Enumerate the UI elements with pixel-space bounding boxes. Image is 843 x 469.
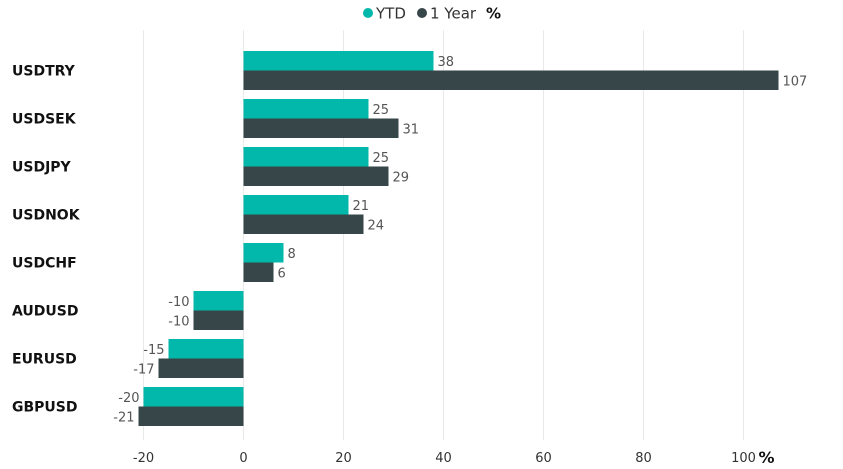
legend-marker (417, 8, 427, 18)
data-label: -20 (118, 391, 139, 406)
data-label: 8 (288, 247, 296, 262)
data-label: 6 (278, 266, 286, 281)
bar-1-year (158, 358, 244, 378)
bar-1-year (243, 262, 274, 282)
bar-ytd (243, 51, 434, 71)
category-label: USDCHF (12, 256, 77, 272)
x-tick-label: 40 (435, 451, 452, 466)
data-label: -17 (133, 362, 154, 377)
data-label: 107 (783, 74, 808, 89)
bar-1-year (243, 214, 364, 234)
x-axis-ticks: -20 0 20 40 60 80 100% (133, 448, 775, 467)
x-tick-label: 80 (635, 451, 652, 466)
category-label: EURUSD (12, 352, 77, 368)
legend-label: YTD (375, 5, 406, 23)
bar-1-year (243, 118, 399, 138)
data-label: 25 (373, 151, 390, 166)
data-label: 31 (403, 122, 420, 137)
x-tick-label: 100 (731, 451, 756, 466)
category-label: USDTRY (12, 64, 76, 80)
bar-1-year (193, 310, 244, 330)
data-label: 24 (368, 218, 385, 233)
data-label: -10 (168, 314, 189, 329)
legend-marker (363, 8, 373, 18)
data-label: -21 (113, 410, 134, 425)
data-label: -15 (143, 343, 164, 358)
data-label: 25 (373, 103, 390, 118)
category-label: USDSEK (12, 112, 77, 128)
bar-1-year (243, 70, 779, 90)
x-tick-label: 20 (335, 451, 352, 466)
category-label: USDJPY (12, 160, 72, 176)
bar-ytd (243, 243, 284, 263)
x-tick-label: 60 (535, 451, 552, 466)
category-label: USDNOK (12, 208, 81, 224)
bar-1-year (243, 166, 389, 186)
gridlines (143, 30, 744, 440)
category-label: GBPUSD (12, 400, 78, 416)
legend: YTD 1 Year% (363, 5, 501, 23)
data-label: 29 (393, 170, 410, 185)
data-label: 38 (438, 55, 455, 70)
bar-ytd (243, 99, 369, 119)
x-tick-label: 0 (239, 451, 247, 466)
x-axis-unit: % (759, 448, 775, 467)
category-labels: USDTRY USDSEK USDJPY USDNOK USDCHF AUDUSD EURU… (12, 64, 81, 416)
category-label: AUDUSD (12, 304, 78, 320)
bar-1-year (138, 406, 244, 426)
bar-ytd (193, 291, 244, 311)
bar-ytd (243, 147, 369, 167)
legend-unit: % (486, 5, 501, 23)
data-label: 21 (353, 199, 370, 214)
bar-ytd (243, 195, 349, 215)
legend-label: 1 Year (430, 5, 477, 23)
data-label: -10 (168, 295, 189, 310)
bar-ytd (168, 339, 244, 359)
bar-ytd (143, 387, 244, 407)
x-tick-label: -20 (133, 451, 154, 466)
